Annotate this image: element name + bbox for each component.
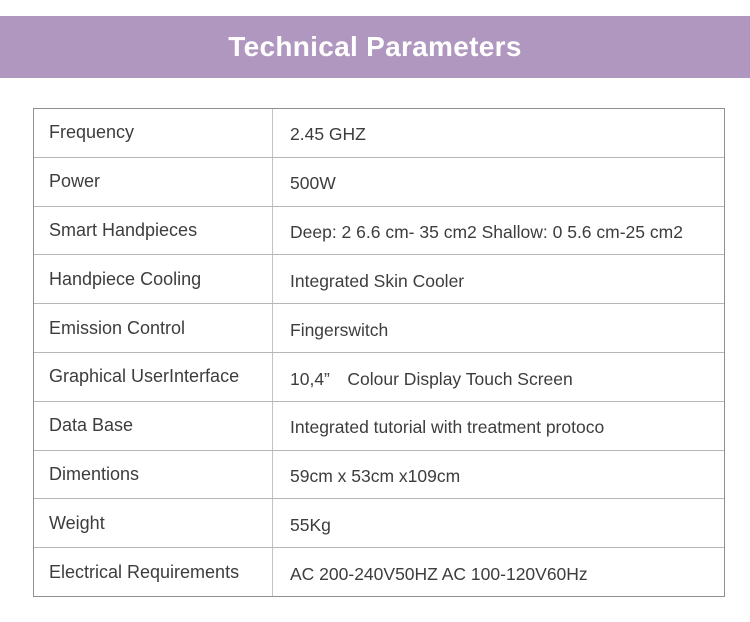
table-row: Weight 55Kg: [34, 498, 724, 548]
param-label: Data Base: [34, 401, 273, 450]
param-label: Weight: [34, 499, 273, 548]
param-label: Graphical UserInterface: [34, 352, 273, 401]
param-label: Dimentions: [34, 450, 273, 499]
param-label: Frequency: [34, 109, 273, 157]
param-label: Emission Control: [34, 304, 273, 352]
param-value: Fingerswitch: [290, 319, 389, 340]
param-label: Smart Handpieces: [34, 206, 273, 255]
param-label: Handpiece Cooling: [34, 255, 273, 304]
param-value: 2.45 GHZ: [290, 124, 366, 145]
param-value: Integrated tutorial with treatment proto…: [290, 417, 605, 438]
param-value: 10,4” Colour Display Touch Screen: [290, 369, 573, 390]
table-row: Data Base Integrated tutorial with treat…: [34, 400, 724, 450]
spec-table: Frequency 2.45 GHZ Power 500W Smart Hand…: [33, 108, 725, 597]
param-label: Power: [34, 157, 273, 206]
table-row: Frequency 2.45 GHZ: [34, 109, 724, 157]
param-value: 500W: [290, 173, 336, 194]
page-title: Technical Parameters: [228, 31, 522, 62]
table-row: Dimentions 59cm x 53cm x109cm: [34, 449, 724, 499]
table-row: Handpiece Cooling Integrated Skin Cooler: [34, 254, 724, 304]
table-row: Electrical Requirements AC 200-240V50HZ …: [34, 547, 724, 596]
param-value: Deep: 2 6.6 cm- 35 cm2 Shallow: 0 5.6 cm…: [290, 221, 683, 242]
table-row: Graphical UserInterface 10,4” Colour Dis…: [34, 351, 724, 401]
param-value: 55Kg: [290, 514, 331, 535]
param-label: Electrical Requirements: [34, 548, 273, 596]
table-row: Emission Control Fingerswitch: [34, 303, 724, 352]
table-row: Smart Handpieces Deep: 2 6.6 cm- 35 cm2 …: [34, 205, 724, 255]
param-value: Integrated Skin Cooler: [290, 270, 465, 291]
header-banner: Technical Parameters: [0, 16, 750, 78]
param-value: AC 200-240V50HZ AC 100-120V60Hz: [290, 563, 588, 584]
param-value: 59cm x 53cm x109cm: [290, 465, 461, 486]
table-row: Power 500W: [34, 156, 724, 206]
